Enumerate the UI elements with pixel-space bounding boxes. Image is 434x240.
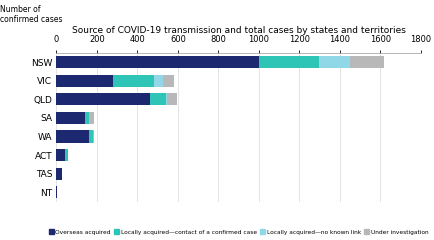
Bar — [167, 93, 177, 105]
Bar — [56, 168, 62, 180]
Bar — [65, 149, 68, 161]
Bar — [89, 112, 94, 124]
Bar — [56, 186, 57, 198]
Bar — [113, 75, 154, 87]
Bar — [56, 112, 85, 124]
Legend: Overseas acquired, Locally acquired—contact of a confirmed case, Locally acquire: Overseas acquired, Locally acquired—cont… — [46, 227, 431, 237]
Bar — [56, 93, 150, 105]
Bar — [89, 131, 93, 143]
Bar — [319, 56, 350, 68]
Bar — [56, 56, 259, 68]
Bar — [56, 131, 89, 143]
Bar — [56, 149, 65, 161]
Bar — [154, 75, 163, 87]
Text: Number of
confirmed cases: Number of confirmed cases — [0, 5, 62, 24]
Bar — [163, 75, 174, 87]
Bar — [85, 112, 89, 124]
Bar — [166, 93, 167, 105]
Bar — [93, 131, 94, 143]
Title: Source of COVID-19 transmission and total cases by states and territories: Source of COVID-19 transmission and tota… — [72, 26, 406, 35]
Bar — [350, 56, 384, 68]
Bar — [150, 93, 166, 105]
Bar — [259, 56, 319, 68]
Bar — [56, 75, 113, 87]
